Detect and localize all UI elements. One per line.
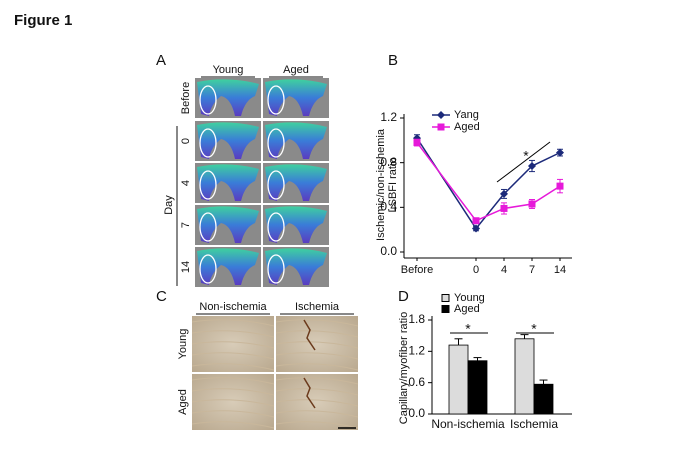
fiber [191, 330, 275, 338]
y-axis-label: Capillary/myofiber ratio [398, 312, 410, 424]
y-tick-label: 1.8 [408, 312, 425, 326]
row-label: Aged [177, 389, 189, 415]
fiber [191, 352, 275, 360]
histology-image [276, 316, 358, 372]
fiber [275, 377, 359, 385]
legend-label: Yang [454, 109, 479, 121]
panel-label: B [388, 52, 398, 69]
ischemic-circle [199, 85, 217, 115]
fiber [275, 330, 359, 338]
annotation-line [496, 141, 551, 183]
ischemic-circle [267, 212, 285, 242]
point [472, 217, 480, 225]
series-line [416, 142, 561, 222]
point [528, 200, 536, 208]
legend-label: Aged [454, 303, 480, 315]
bar [533, 383, 554, 415]
point [556, 182, 564, 190]
x-tick-label: Before [401, 264, 433, 276]
x-tick-label: 14 [554, 264, 566, 276]
point [556, 148, 564, 157]
ischemic-circle [267, 85, 285, 115]
y-axis-label: LSBFI ratio [387, 157, 399, 212]
ischemic-circle [199, 254, 217, 284]
y-tick-label: 0.6 [408, 375, 425, 389]
bar [467, 360, 488, 415]
fiber [191, 341, 275, 349]
point [500, 204, 508, 212]
figure-title: Figure 1 [14, 12, 72, 29]
bar [448, 344, 469, 415]
fiber [191, 421, 275, 429]
histology-image [276, 374, 358, 430]
panel-label: A [156, 52, 166, 69]
histology-image [192, 374, 274, 430]
x-tick-label: 4 [501, 264, 507, 276]
vessel [303, 377, 316, 409]
row-label: Young [177, 329, 189, 360]
fiber [191, 363, 275, 371]
y-tick-label: 0.4 [380, 200, 397, 214]
x-tick-label: 7 [529, 264, 535, 276]
fiber [275, 363, 359, 371]
column-label: Ischemia [295, 301, 340, 313]
fiber [191, 399, 275, 407]
legend-swatch [441, 294, 450, 302]
x-tick-label: Non-ischemia [431, 417, 505, 431]
annotation: * [531, 321, 537, 337]
fiber [275, 352, 359, 360]
legend-swatch [441, 305, 450, 313]
y-axis-label: Ischemic/non-ischemia [375, 128, 387, 241]
point [528, 162, 536, 171]
fiber [275, 341, 359, 349]
annotation: * [523, 148, 529, 164]
annotation: * [465, 321, 471, 337]
fiber [191, 319, 275, 327]
column-label: Young [213, 64, 244, 76]
bar [514, 338, 535, 415]
histology-image [192, 316, 274, 372]
ischemic-circle [199, 128, 217, 158]
y-tick-label: 1.2 [380, 110, 397, 124]
fiber [275, 399, 359, 407]
column-label: Aged [283, 64, 309, 76]
ischemic-circle [267, 254, 285, 284]
y-tick-label: 0.0 [380, 244, 397, 258]
fiber [275, 388, 359, 396]
point [472, 224, 480, 233]
row-group-label: Day [163, 195, 175, 215]
fiber [191, 377, 275, 385]
ischemic-circle [199, 170, 217, 200]
legend-marker [437, 111, 445, 119]
y-tick-label: 1.2 [408, 344, 425, 358]
fiber [275, 319, 359, 327]
row-label: 4 [180, 180, 192, 186]
fiber [191, 410, 275, 418]
ischemic-circle [267, 128, 285, 158]
row-label: Before [180, 82, 192, 114]
row-label: 0 [180, 138, 192, 144]
row-label: 14 [180, 261, 192, 273]
legend-marker [437, 123, 445, 131]
point [500, 189, 508, 198]
row-label: 7 [180, 222, 192, 228]
fiber [275, 410, 359, 418]
fiber [191, 388, 275, 396]
x-tick-label: Ischemia [510, 417, 558, 431]
fiber [275, 421, 359, 429]
ischemic-circle [267, 170, 285, 200]
column-label: Non-ischemia [199, 301, 267, 313]
panel-label: C [156, 288, 167, 305]
ischemic-circle [199, 212, 217, 242]
x-tick-label: 0 [473, 264, 479, 276]
y-tick-label: 0.8 [380, 155, 397, 169]
legend-label: Aged [454, 121, 480, 133]
y-tick-label: 0.0 [408, 406, 425, 420]
point [413, 139, 421, 147]
legend-label: Young [454, 292, 485, 304]
vessel [303, 319, 316, 351]
panel-label: D [398, 288, 409, 305]
